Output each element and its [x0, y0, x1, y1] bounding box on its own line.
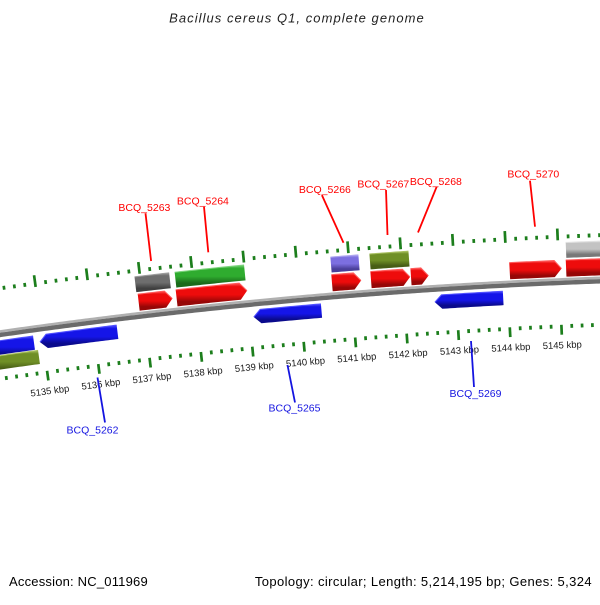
svg-text:Topology: circular; Length: 5,: Topology: circular; Length: 5,214,195 bp… — [255, 574, 592, 589]
svg-text:Bacillus cereus Q1, complete g: Bacillus cereus Q1, complete genome — [169, 11, 425, 26]
svg-text:BCQ_5264: BCQ_5264 — [177, 196, 229, 208]
svg-text:BCQ_5263: BCQ_5263 — [118, 202, 170, 214]
svg-text:5145 kbp: 5145 kbp — [543, 339, 583, 352]
svg-text:BCQ_5268: BCQ_5268 — [410, 176, 462, 188]
svg-text:5144 kbp: 5144 kbp — [491, 342, 531, 355]
svg-text:BCQ_5269: BCQ_5269 — [450, 388, 502, 400]
svg-text:BCQ_5265: BCQ_5265 — [269, 403, 321, 415]
svg-text:BCQ_5267: BCQ_5267 — [357, 179, 409, 191]
svg-text:BCQ_5262: BCQ_5262 — [67, 425, 119, 437]
svg-text:BCQ_5266: BCQ_5266 — [299, 184, 351, 196]
svg-text:Accession: NC_011969: Accession: NC_011969 — [9, 574, 148, 589]
svg-text:BCQ_5270: BCQ_5270 — [507, 168, 559, 180]
